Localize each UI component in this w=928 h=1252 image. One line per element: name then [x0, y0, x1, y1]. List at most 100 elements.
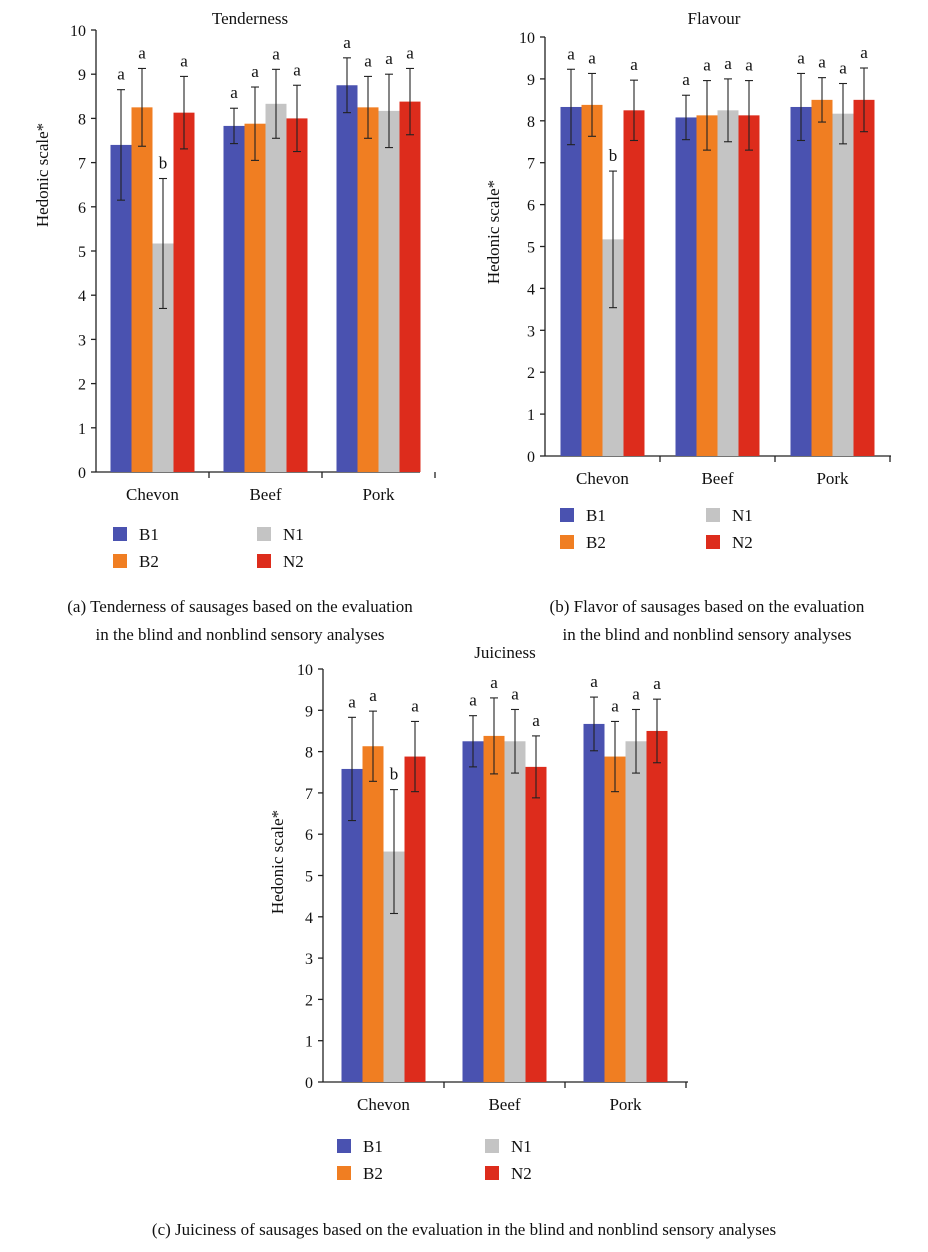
legend-item-b2: B2 — [113, 552, 159, 571]
legend-item-b1: B1 — [113, 525, 159, 544]
y-tick-label: 10 — [70, 23, 86, 40]
significance-label: a — [490, 673, 498, 692]
legend-label: N1 — [732, 506, 753, 525]
legend-swatch — [257, 554, 271, 568]
y-tick-label: 6 — [527, 198, 535, 215]
figure-caption: (b) Flavor of sausages based on the eval… — [550, 597, 865, 616]
bar-n2-pork — [646, 730, 668, 1082]
x-tick-label: Beef — [701, 469, 733, 488]
y-tick-label: 0 — [305, 1075, 313, 1092]
legend-label: N2 — [732, 533, 753, 552]
bar-n1-beef — [717, 110, 739, 456]
x-tick-label: Chevon — [576, 469, 629, 488]
bar-n2-beef — [525, 766, 547, 1082]
bar-n2-beef — [286, 118, 308, 473]
y-tick-label: 10 — [297, 662, 313, 679]
x-tick-label: Chevon — [357, 1095, 410, 1114]
legend-item-n2: N2 — [257, 552, 304, 571]
bar-n1-pork — [832, 113, 854, 456]
legend-item-b1: B1 — [337, 1137, 383, 1156]
y-tick-label: 6 — [305, 827, 313, 844]
y-tick-label: 1 — [78, 421, 86, 438]
y-tick-label: 0 — [527, 449, 535, 466]
significance-label: a — [532, 711, 540, 730]
bar-n2-chevon — [623, 110, 645, 456]
significance-label: a — [590, 672, 598, 691]
significance-label: a — [682, 70, 690, 89]
bar-b1-chevon — [110, 144, 132, 473]
y-tick-label: 5 — [305, 869, 313, 886]
legend-item-b1: B1 — [560, 506, 606, 525]
y-tick-label: 8 — [305, 745, 313, 762]
legend-label: B1 — [363, 1137, 383, 1156]
significance-label: a — [567, 44, 575, 63]
significance-label: a — [117, 65, 125, 84]
y-tick-label: 2 — [305, 992, 313, 1009]
y-tick-label: 1 — [527, 407, 535, 424]
significance-label: a — [251, 62, 259, 81]
legend-label: N1 — [283, 525, 304, 544]
y-tick-label: 7 — [78, 156, 86, 173]
bar-n2-pork — [399, 101, 421, 472]
significance-label: a — [745, 56, 753, 75]
significance-label: a — [630, 55, 638, 74]
significance-label: a — [138, 43, 146, 62]
y-tick-label: 4 — [305, 910, 313, 927]
legend-label: B2 — [586, 533, 606, 552]
bar-n1-beef — [504, 741, 526, 1082]
bar-b2-chevon — [581, 104, 603, 457]
bar-n1-pork — [378, 110, 400, 473]
figure-caption-line-2: in the blind and nonblind sensory analys… — [96, 625, 385, 644]
bar-n2-beef — [738, 115, 760, 456]
y-tick-label: 8 — [527, 114, 535, 131]
y-tick-label: 3 — [527, 323, 535, 340]
y-tick-label: 8 — [78, 111, 86, 128]
y-tick-label: 4 — [527, 281, 535, 298]
bar-n2-chevon — [173, 112, 195, 473]
significance-label: a — [272, 44, 280, 63]
significance-label: a — [230, 83, 238, 102]
significance-label: a — [180, 51, 188, 70]
y-tick-label: 9 — [527, 72, 535, 89]
significance-label: a — [469, 691, 477, 710]
bar-b2-beef — [244, 123, 266, 472]
bar-n1-chevon — [152, 243, 174, 472]
bar-b1-pork — [790, 106, 812, 457]
chart-c: Juiciness Hedonic scale* 0 1 2 3 4 5 6 7 8 9 10 Chevo… — [152, 643, 776, 1239]
legend-label: B1 — [139, 525, 159, 544]
bar-b2-beef — [483, 735, 505, 1082]
significance-label: a — [411, 696, 419, 715]
bar-n2-pork — [853, 99, 875, 456]
legend-item-n2: N2 — [485, 1164, 532, 1183]
legend-item-b2: B2 — [560, 533, 606, 552]
legend-swatch — [113, 527, 127, 541]
y-tick-label: 3 — [78, 332, 86, 349]
y-tick-label: 2 — [78, 377, 86, 394]
y-tick-label: 0 — [78, 465, 86, 482]
significance-label: a — [724, 54, 732, 73]
bar-b1-pork — [336, 85, 358, 472]
legend-item-b2: B2 — [337, 1164, 383, 1183]
chart-a: Tenderness Hedonic scale* 0 1 2 3 4 5 6 7 8 9 10 Chev… — [33, 9, 436, 644]
legend-swatch — [257, 527, 271, 541]
y-tick-label: 10 — [519, 30, 535, 47]
significance-label: a — [860, 43, 868, 62]
legend-swatch — [560, 535, 574, 549]
bar-b1-chevon — [560, 106, 582, 457]
bar-b2-pork — [357, 107, 379, 472]
y-tick-label: 9 — [78, 67, 86, 84]
chart-title: Tenderness — [212, 9, 288, 28]
legend-swatch — [560, 508, 574, 522]
significance-label: a — [343, 33, 351, 52]
significance-label: a — [364, 51, 372, 70]
y-tick-label: 5 — [527, 240, 535, 257]
bar-n1-pork — [625, 741, 647, 1082]
x-tick-label: Beef — [488, 1095, 520, 1114]
chart-title: Flavour — [688, 9, 741, 28]
legend-item-n1: N1 — [706, 506, 753, 525]
significance-label: a — [293, 60, 301, 79]
y-tick-label: 2 — [527, 365, 535, 382]
significance-label: a — [369, 686, 377, 705]
x-tick-label: Pork — [816, 469, 849, 488]
x-tick-label: Pork — [609, 1095, 642, 1114]
